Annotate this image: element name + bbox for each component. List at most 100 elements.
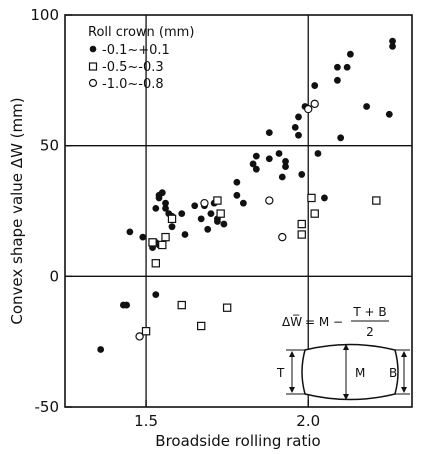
data-point-open-square — [297, 219, 306, 229]
data-point-open-square — [222, 303, 232, 312]
data-point-filled-circle — [162, 199, 169, 207]
data-point-filled-circle — [295, 131, 302, 139]
data-point-open-square — [310, 209, 319, 218]
data-point-filled-circle — [278, 173, 286, 181]
legend-label-series-2: -0.5~-0.3 — [102, 60, 164, 75]
x-tick-label: 1.5 — [134, 412, 158, 430]
m-arrow-bottom — [343, 394, 349, 400]
data-point-filled-circle — [181, 231, 189, 238]
data-point-open-square — [372, 196, 381, 205]
data-point-open-circle — [200, 198, 209, 208]
inset-diagram: ΔW̅ = M − T + B 2 T M B — [276, 305, 410, 401]
data-point-filled-circle — [314, 150, 322, 157]
data-point-open-square — [158, 240, 167, 250]
data-point-filled-circle — [158, 189, 166, 197]
formula-denominator: 2 — [366, 325, 374, 339]
data-point-filled-circle — [321, 194, 328, 202]
x-tick-label: 2.0 — [296, 412, 320, 430]
data-point-filled-circle — [282, 157, 289, 165]
data-point-filled-circle — [97, 346, 105, 353]
barrel-shape — [301, 343, 399, 401]
data-point-open-square — [148, 238, 157, 247]
m-label: M — [355, 366, 365, 380]
data-point-filled-circle — [123, 301, 131, 309]
data-point-open-square — [177, 300, 186, 310]
data-point-filled-circle — [233, 191, 241, 199]
data-point-filled-circle — [295, 113, 302, 121]
data-point-open-square — [141, 327, 151, 336]
data-point-filled-circle — [275, 150, 283, 157]
data-point-open-circle — [265, 196, 274, 205]
data-point-filled-circle — [126, 228, 134, 236]
data-point-filled-circle — [334, 76, 341, 84]
data-point-filled-circle — [282, 163, 289, 170]
data-point-filled-circle — [337, 134, 345, 142]
legend-label-series-1: -0.1~+0.1 — [102, 43, 170, 58]
data-point-filled-circle — [152, 291, 160, 299]
data-point-filled-circle — [385, 110, 393, 118]
data-point-filled-circle — [346, 50, 354, 58]
x-axis-label: Broadside rolling ratio — [155, 432, 320, 450]
data-point-open-square — [307, 193, 316, 203]
data-point-filled-circle — [239, 199, 247, 207]
data-point-filled-circle — [265, 155, 273, 163]
data-point-open-square — [197, 321, 206, 331]
data-point-filled-circle — [252, 165, 260, 173]
formula-eq: = M − — [305, 315, 343, 329]
b-label: B — [389, 366, 397, 380]
data-point-filled-circle — [197, 215, 205, 223]
data-point-filled-circle — [152, 204, 160, 212]
data-point-open-circle — [304, 104, 313, 114]
m-arrow-top — [343, 344, 349, 350]
t-arrow-bottom — [289, 387, 295, 393]
data-point-open-square — [161, 232, 170, 242]
data-point-filled-circle — [220, 220, 228, 228]
reference-lines — [65, 15, 412, 407]
t-label: T — [276, 366, 285, 380]
y-tick-label: 50 — [40, 137, 59, 155]
data-point-open-square — [297, 230, 306, 239]
data-point-filled-circle — [291, 123, 299, 131]
data-point-open-square — [216, 209, 225, 218]
data-point-filled-circle — [168, 223, 176, 231]
data-point-filled-circle — [204, 225, 212, 233]
data-point-filled-circle — [249, 160, 257, 168]
data-point-filled-circle — [207, 210, 215, 218]
data-point-filled-circle — [343, 63, 351, 71]
plot-frame — [64, 14, 413, 408]
b-arrow-bottom — [401, 387, 407, 393]
data-point-filled-circle — [178, 210, 186, 218]
legend-title: Roll crown (mm) — [88, 25, 194, 40]
data-point-filled-circle — [162, 204, 169, 212]
tick-labels: 100 50 0 -50 1.5 2.0 — [30, 6, 320, 430]
data-point-filled-circle — [191, 202, 199, 210]
legend-marker-open-circle — [88, 78, 98, 88]
legend-marker-filled-circle — [89, 45, 97, 53]
data-point-open-square — [213, 196, 222, 205]
formula-lhs: ΔW̅ — [282, 314, 302, 329]
data-points — [97, 37, 396, 353]
data-point-filled-circle — [334, 63, 341, 71]
data-point-filled-circle — [265, 129, 273, 137]
data-point-filled-circle — [233, 178, 241, 186]
data-point-filled-circle — [252, 152, 260, 160]
data-point-open-circle — [278, 232, 287, 242]
t-arrow-top — [289, 351, 295, 357]
data-point-filled-circle — [389, 42, 396, 50]
legend-marker-open-square — [88, 62, 98, 71]
data-point-filled-circle — [311, 82, 319, 89]
y-tick-label: 0 — [49, 267, 59, 285]
data-point-open-square — [167, 214, 177, 224]
tick-marks — [65, 14, 309, 408]
data-point-filled-circle — [363, 103, 370, 110]
data-point-open-circle — [135, 332, 144, 341]
legend: Roll crown (mm) -0.1~+0.1 -0.5~-0.3 -1.0… — [88, 25, 194, 92]
data-point-filled-circle — [389, 37, 396, 45]
y-tick-label: -50 — [35, 398, 60, 416]
legend-label-series-3: -1.0~-0.8 — [102, 77, 164, 92]
data-point-filled-circle — [139, 233, 147, 241]
y-tick-label: 100 — [30, 6, 59, 24]
data-point-open-square — [151, 259, 161, 268]
y-axis-label: Convex shape value ΔW (mm) — [8, 97, 26, 324]
